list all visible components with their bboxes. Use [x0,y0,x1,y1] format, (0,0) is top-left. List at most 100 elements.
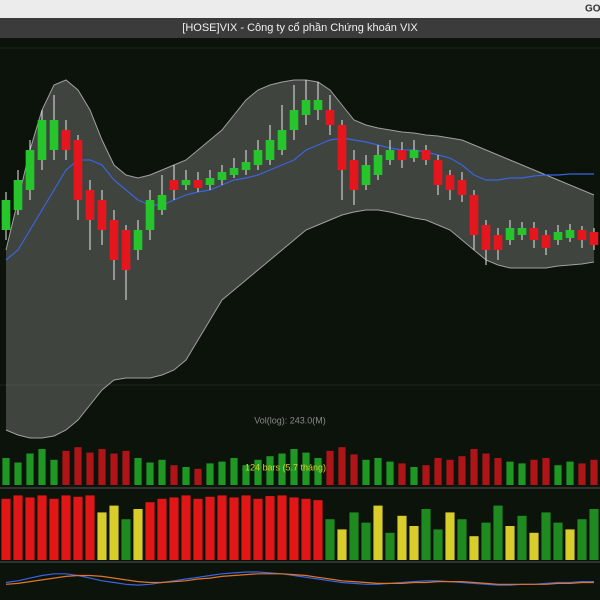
volume-bar [326,450,334,485]
volume-bar [494,458,502,485]
indicator-bar [109,505,119,560]
indicator-bar [481,522,491,560]
volume-bar [38,449,46,485]
volume-bar [590,459,598,485]
volume-bar [266,456,274,485]
indicator-bar [385,532,395,560]
indicator-bar [145,502,155,560]
candle-body [409,150,419,158]
volume-bar [470,449,478,485]
top-strip [0,0,600,18]
indicator-bar [325,519,335,560]
candle-body [481,225,491,250]
volume-bar [254,459,262,485]
indicator-bar [445,512,455,560]
band-fill [6,80,594,438]
indicator-bar [361,522,371,560]
candle-body [373,155,383,175]
indicator-bar [253,498,263,560]
candle-body [313,100,323,110]
volume-bar [134,458,142,485]
candle-body [85,190,95,220]
candle-body [253,150,263,165]
volume-bar [206,463,214,485]
indicator-bar [277,495,287,560]
indicator-bar [241,495,251,560]
candle-body [385,150,395,160]
volume-bar [566,461,574,485]
candle-body [421,150,431,160]
candle-body [289,110,299,130]
volume-bar [2,458,10,485]
candle-body [529,228,539,240]
candle-body [49,120,59,150]
volume-bar [338,447,346,485]
candle-body [13,180,23,210]
volume-bar [98,449,106,485]
band-upper [5,79,595,251]
candle-body [121,230,131,270]
volume-bar [194,468,202,485]
volume-bar [554,465,562,485]
indicator-bar [529,532,539,560]
indicator-bar [265,496,275,560]
volume-bar [62,450,70,485]
candle-body [469,195,479,235]
volume-bar [50,459,58,485]
indicator-bar [565,529,575,560]
indicator-bar [25,497,35,560]
volume-bar [482,453,490,485]
candle-body [133,230,143,250]
indicator-bar [493,505,503,560]
candle-body [73,140,83,200]
volume-bar [446,459,454,485]
indicator-bar [457,519,467,560]
indicator-bar [181,495,191,560]
volume-bar [14,462,22,485]
volume-bar [302,452,310,485]
indicator-bar [409,526,419,560]
volume-bar [182,467,190,485]
indicator-bar [37,495,47,560]
indicator-bar [73,496,83,560]
volume-bar [122,450,130,485]
volume-bar [518,463,526,485]
candle-body [241,162,251,170]
candle-body [277,130,287,150]
volume-bar [26,453,34,485]
candle-body [517,228,527,235]
volume-bar [146,462,154,485]
candle-body [205,178,215,185]
candle-body [397,150,407,160]
indicator-bar [349,512,359,560]
volume-bar [362,459,370,485]
volume-bar [242,465,250,485]
candle-body [157,195,167,210]
candle-body [337,125,347,170]
volume-bar [506,461,514,485]
indicator-bar [301,498,311,560]
volume-bar [374,458,382,485]
candle-body [553,232,563,240]
indicator-bar [289,497,299,560]
candle-body [445,175,455,190]
volume-bar [278,453,286,485]
candle-body [301,100,311,115]
candle-body [565,230,575,238]
volume-bar [458,456,466,485]
indicator-bar [121,519,131,560]
candle-body [433,160,443,185]
candle-body [1,200,11,230]
volume-bar [314,458,322,485]
moving-average [5,137,594,261]
volume-label: Vol(log): 243.0(M) [254,415,326,425]
indicator-bar [193,498,203,560]
volume-bar [350,454,358,485]
candle-body [577,230,587,240]
indicator-bar [169,497,179,560]
volume-bar [410,467,418,485]
candle-body [325,110,335,125]
volume-bar [74,447,82,485]
indicator-bar [469,536,479,560]
